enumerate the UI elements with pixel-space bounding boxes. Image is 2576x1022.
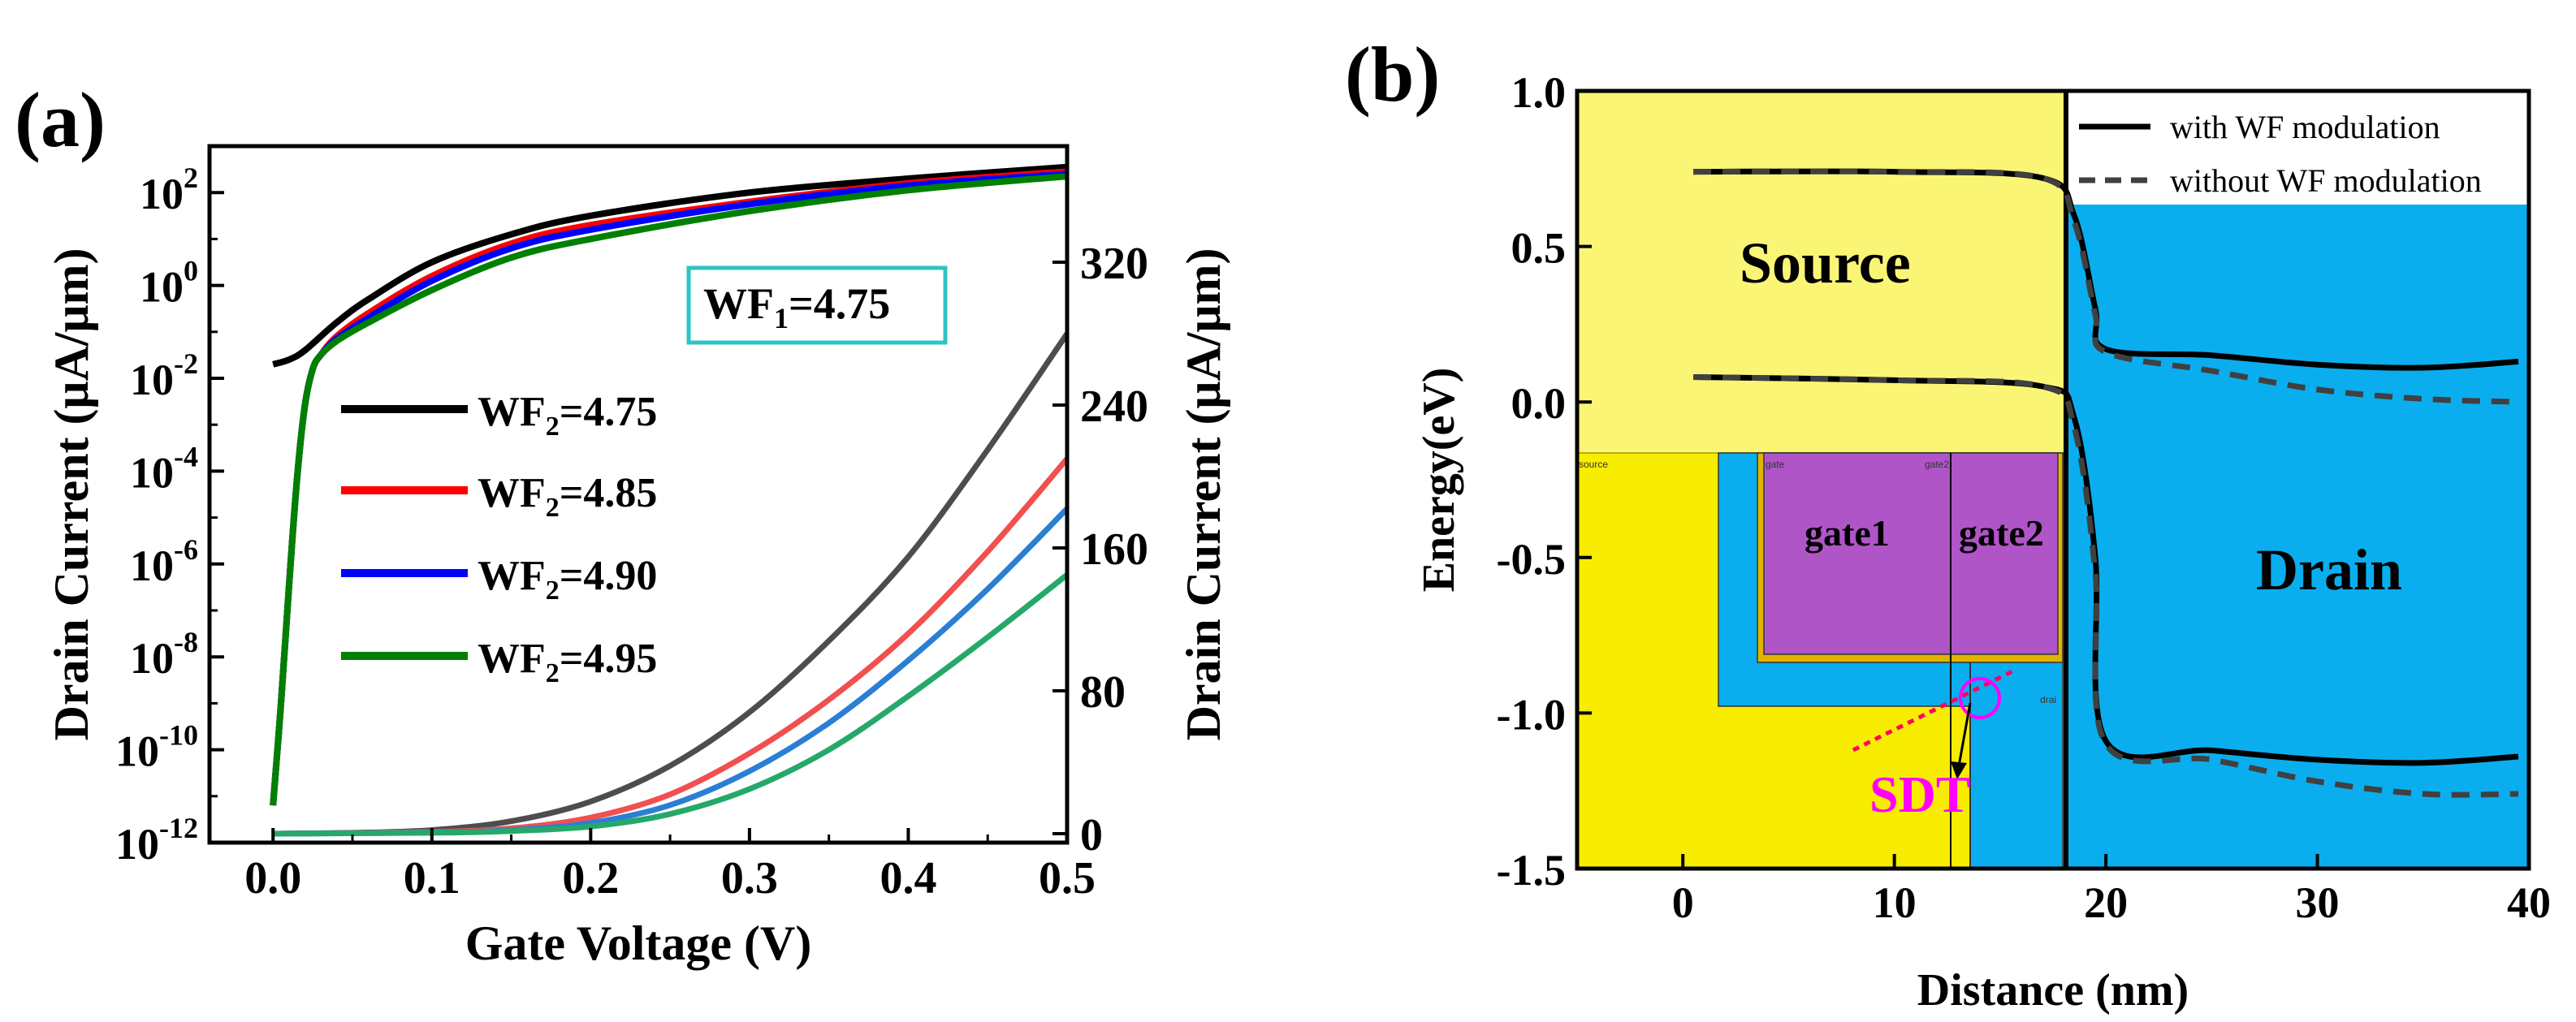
b-y-tick-label: -1.0: [1497, 690, 1566, 739]
x-tick-label: 0.5: [1039, 853, 1096, 903]
log-curve-wf2-4-95: [270, 173, 1067, 806]
panel-b: (b) source gate gate2 drai gate1 gate2: [1345, 31, 2551, 1016]
right-y-tick-label: 320: [1080, 239, 1148, 289]
b-y-tick-label: 1.0: [1511, 68, 1567, 117]
x-tick-label: 0.4: [880, 853, 936, 903]
right-y-tick-label: 0: [1080, 810, 1103, 860]
gate-body: [1763, 452, 2059, 655]
legend-label-with-wf: with WF modulation: [2170, 109, 2440, 145]
b-x-tick-label: 40: [2507, 878, 2551, 927]
drain-label: Drain: [2256, 537, 2402, 602]
wf1-annotation-box: [686, 265, 948, 345]
wf1-value: =4.75: [789, 279, 890, 328]
gate1-label: gate1: [1804, 512, 1890, 554]
panel-a-plot-frame: [207, 144, 1070, 845]
linear-curve-wf2-4-95: [273, 572, 1067, 837]
linear-curve-wf2-4-85: [273, 456, 1067, 837]
right-y-tick-label: 240: [1080, 382, 1148, 432]
panel-a-x-axis-label: Gate Voltage (V): [465, 916, 812, 970]
b-y-tick-label: 0.5: [1511, 224, 1567, 273]
x-tick-label: 0.3: [721, 853, 778, 903]
inset-structure: source gate gate2 drai gate1 gate2 SDT: [1577, 452, 2064, 869]
device-structure: source gate gate2 drai gate1 gate2 SDT S…: [1577, 91, 2529, 869]
drain-region: [2066, 205, 2529, 869]
panel-b-y-axis-label: Energy(eV): [1414, 368, 1464, 593]
valence-band-without-wf: [1693, 374, 2519, 798]
panel-b-x-axis-label: Distance (nm): [1917, 965, 2189, 1016]
source-label: Source: [1740, 231, 1911, 295]
small-source-label: source: [1579, 459, 1608, 470]
x-tick-label: 0.0: [244, 853, 301, 903]
left-y-tick-label: 10-2: [130, 347, 198, 404]
small-drain-label: drai: [2040, 694, 2056, 705]
x-tick-label: 0.2: [562, 853, 619, 903]
b-y-tick-label: -0.5: [1497, 535, 1566, 584]
left-y-tick-label: 102: [140, 162, 198, 218]
sdt-arrow-line: [1957, 702, 1972, 767]
b-x-tick-label: 10: [1873, 878, 1917, 927]
left-y-tick-label: 100: [140, 255, 198, 312]
panel-b-plot-frame: [1575, 88, 2531, 871]
gate2-label: gate2: [1959, 512, 2044, 554]
b-y-tick-label: 0.0: [1511, 379, 1567, 428]
b-x-tick-label: 20: [2084, 878, 2128, 927]
small-gate2-label: gate2: [1925, 459, 1949, 470]
left-y-tick-label: 10-6: [130, 533, 198, 590]
right-y-tick-label: 80: [1080, 667, 1126, 718]
legend-label-wf2-475: WF2=4.75: [478, 389, 657, 442]
wf1-sub: 1: [774, 302, 789, 334]
right-y-tick-label: 160: [1080, 524, 1148, 575]
panel-a-legend: WF2=4.75 WF2=4.85 WF2=4.90 WF2=4.95: [341, 389, 657, 688]
left-y-tick-label: 10-8: [130, 626, 198, 683]
legend-label-without-wf: without WF modulation: [2170, 162, 2482, 199]
sdt-arrow-head: [1951, 761, 1967, 779]
tunneling-path-line: [1852, 668, 2016, 752]
legend-label-wf2-495: WF2=4.95: [478, 636, 657, 688]
small-gate-label: gate: [1766, 459, 1785, 470]
panel-a-label: (a): [15, 76, 106, 163]
left-y-tick-label: 10-4: [130, 440, 198, 497]
left-y-tick-label: 10-10: [115, 719, 198, 776]
legend-label-wf2-490: WF2=4.90: [478, 553, 657, 606]
sdt-circle: [1959, 677, 2001, 719]
panel-a-left-y-axis-label: Drain Current (μA/μm): [45, 248, 98, 741]
panel-a: (a) 0.0 0.1 0.2 0.3 0.4 0.5 102 100 10-2 10-4 10-…: [15, 76, 1230, 970]
linear-curve-wf2-4-90: [273, 507, 1067, 837]
panel-b-legend: with WF modulation without WF modulation: [2079, 109, 2482, 199]
log-curve-wf2-4-75: [272, 163, 1067, 368]
panel-b-label: (b): [1345, 31, 1440, 118]
x-tick-label: 0.1: [404, 853, 460, 903]
panel-a-right-y-axis-label: Drain Current (μA/μm): [1177, 248, 1230, 741]
b-x-tick-label: 0: [1672, 878, 1694, 927]
sdt-label: SDT: [1869, 765, 1971, 823]
legend-background: [2069, 93, 2529, 205]
b-y-tick-label: -1.5: [1497, 846, 1566, 895]
wf1-annotation: WF1=4.75: [686, 265, 948, 345]
left-y-tick-label: 10-12: [115, 812, 198, 869]
b-x-tick-label: 30: [2296, 878, 2340, 927]
wf1-base: WF: [703, 279, 774, 328]
legend-label-wf2-485: WF2=4.85: [478, 470, 657, 523]
svg-text:WF1=4.75: WF1=4.75: [703, 279, 890, 334]
